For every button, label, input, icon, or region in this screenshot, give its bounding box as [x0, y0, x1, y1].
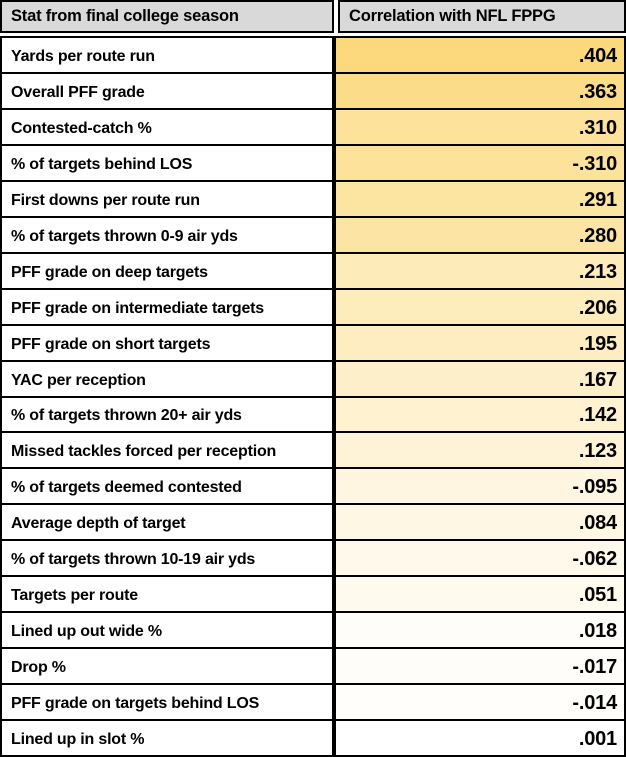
- table-row: % of targets deemed contested -.095: [2, 467, 624, 504]
- correlation-value-cell: -.062: [336, 541, 624, 576]
- table-row: PFF grade on short targets .195: [2, 323, 624, 360]
- correlation-value-cell: .051: [336, 577, 624, 612]
- table-row: PFF grade on deep targets .213: [2, 251, 624, 288]
- stat-cell: YAC per reception: [2, 361, 336, 396]
- correlation-value-cell: -.095: [336, 469, 624, 504]
- table-row: % of targets behind LOS -.310: [2, 143, 624, 180]
- stat-cell: Overall PFF grade: [2, 73, 336, 108]
- stat-cell: PFF grade on intermediate targets: [2, 289, 336, 324]
- correlation-value-cell: .001: [336, 721, 624, 756]
- stat-cell: % of targets deemed contested: [2, 469, 336, 504]
- table-row: Yards per route run .404: [2, 38, 624, 72]
- header-correlation-column: Correlation with NFL FPPG: [338, 0, 626, 33]
- correlation-value-cell: .280: [336, 217, 624, 252]
- table-row: YAC per reception .167: [2, 359, 624, 396]
- stat-cell: % of targets thrown 10-19 air yds: [2, 541, 336, 576]
- table-row: Missed tackles forced per reception .123: [2, 431, 624, 468]
- correlation-value-cell: .213: [336, 253, 624, 288]
- stat-cell: Contested-catch %: [2, 109, 336, 144]
- table-row: Lined up out wide % .018: [2, 611, 624, 648]
- stat-cell: Targets per route: [2, 577, 336, 612]
- table-body: Yards per route run .404 Overall PFF gra…: [0, 36, 626, 757]
- table-row: % of targets thrown 0-9 air yds .280: [2, 215, 624, 252]
- stat-cell: Lined up in slot %: [2, 721, 336, 756]
- stat-cell: PFF grade on deep targets: [2, 253, 336, 288]
- table-row: PFF grade on intermediate targets .206: [2, 287, 624, 324]
- correlation-value-cell: .018: [336, 613, 624, 648]
- correlation-value-cell: .084: [336, 505, 624, 540]
- correlation-value-cell: .310: [336, 109, 624, 144]
- correlation-value-cell: .123: [336, 433, 624, 468]
- stat-cell: Average depth of target: [2, 505, 336, 540]
- correlation-value-cell: .195: [336, 325, 624, 360]
- table-row: First downs per route run .291: [2, 179, 624, 216]
- table-row: % of targets thrown 20+ air yds .142: [2, 395, 624, 432]
- correlation-value-cell: .404: [336, 38, 624, 72]
- correlation-value-cell: .167: [336, 361, 624, 396]
- table-header-row: Stat from final college season Correlati…: [0, 0, 626, 33]
- correlation-value-cell: -.014: [336, 685, 624, 720]
- correlation-value-cell: .206: [336, 289, 624, 324]
- stat-cell: Drop %: [2, 649, 336, 684]
- correlation-value-cell: .291: [336, 181, 624, 216]
- table-row: Drop % -.017: [2, 647, 624, 684]
- correlation-value-cell: .142: [336, 397, 624, 432]
- stat-cell: Missed tackles forced per reception: [2, 433, 336, 468]
- stat-cell: % of targets behind LOS: [2, 145, 336, 180]
- correlation-value-cell: .363: [336, 73, 624, 108]
- table-row: Contested-catch % .310: [2, 107, 624, 144]
- stat-cell: Yards per route run: [2, 38, 336, 72]
- correlation-value-cell: -.310: [336, 145, 624, 180]
- stat-cell: First downs per route run: [2, 181, 336, 216]
- stat-cell: % of targets thrown 0-9 air yds: [2, 217, 336, 252]
- table-row: % of targets thrown 10-19 air yds -.062: [2, 539, 624, 576]
- stat-cell: PFF grade on targets behind LOS: [2, 685, 336, 720]
- table-row: Lined up in slot % .001: [2, 719, 624, 756]
- table-row: Targets per route .051: [2, 575, 624, 612]
- header-stat-column: Stat from final college season: [0, 0, 334, 33]
- table-row: PFF grade on targets behind LOS -.014: [2, 683, 624, 720]
- stat-cell: Lined up out wide %: [2, 613, 336, 648]
- table-row: Overall PFF grade .363: [2, 71, 624, 108]
- stat-cell: PFF grade on short targets: [2, 325, 336, 360]
- table-row: Average depth of target .084: [2, 503, 624, 540]
- stat-cell: % of targets thrown 20+ air yds: [2, 397, 336, 432]
- correlation-value-cell: -.017: [336, 649, 624, 684]
